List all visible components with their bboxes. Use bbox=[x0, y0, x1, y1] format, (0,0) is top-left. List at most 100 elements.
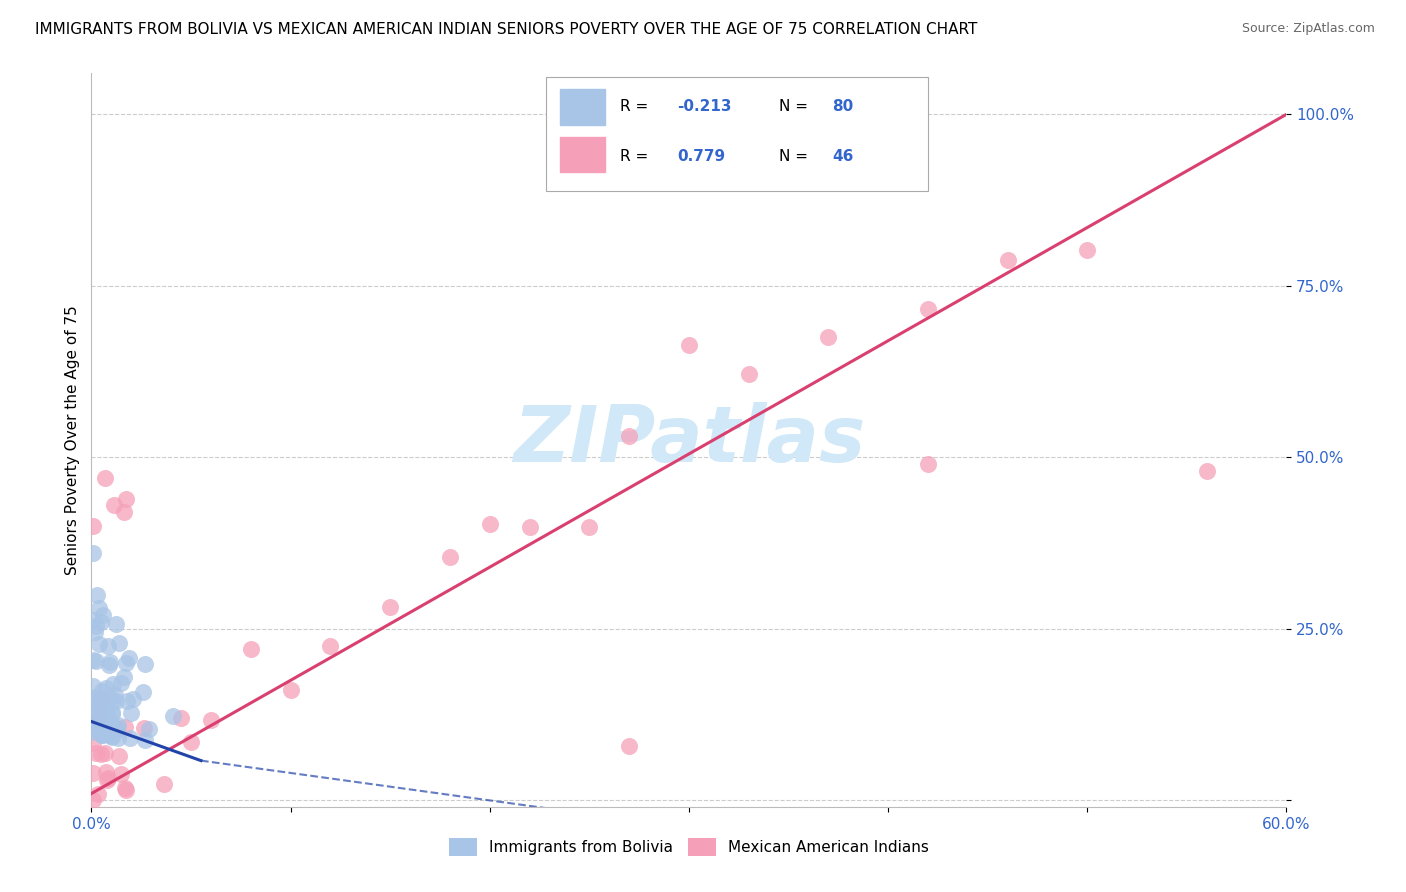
Point bbox=[118, 731, 141, 746]
Point bbox=[83, 724, 105, 739]
Point bbox=[82, 694, 104, 708]
Text: R =: R = bbox=[620, 149, 652, 163]
Point bbox=[112, 505, 135, 519]
Point bbox=[239, 641, 262, 656]
Point bbox=[93, 706, 115, 720]
Point bbox=[86, 588, 108, 602]
Point bbox=[105, 694, 128, 708]
Point bbox=[89, 601, 111, 615]
Point bbox=[84, 619, 107, 633]
Point bbox=[101, 706, 124, 721]
Point bbox=[153, 777, 176, 791]
Point bbox=[917, 457, 939, 471]
Point bbox=[132, 721, 155, 735]
Point bbox=[105, 723, 128, 737]
Point bbox=[378, 599, 402, 614]
Point bbox=[678, 337, 700, 351]
Point bbox=[90, 716, 112, 731]
Point bbox=[478, 516, 501, 531]
Point bbox=[619, 429, 641, 443]
Point bbox=[105, 721, 128, 735]
Point bbox=[619, 739, 641, 753]
Text: -0.213: -0.213 bbox=[678, 99, 731, 113]
Point bbox=[87, 637, 110, 651]
Point bbox=[84, 711, 107, 725]
Point bbox=[93, 471, 115, 485]
Point bbox=[112, 670, 135, 684]
Point bbox=[91, 607, 114, 622]
Point bbox=[107, 748, 129, 763]
Point bbox=[84, 624, 107, 639]
Point bbox=[110, 767, 132, 781]
Point bbox=[110, 676, 132, 690]
Point bbox=[96, 773, 118, 788]
Point bbox=[90, 615, 112, 629]
Point bbox=[578, 520, 600, 534]
Point bbox=[91, 728, 114, 742]
Point bbox=[170, 711, 193, 725]
Point bbox=[82, 613, 104, 627]
Point bbox=[82, 679, 104, 693]
Point bbox=[97, 771, 120, 785]
Point bbox=[84, 690, 107, 705]
Point bbox=[100, 728, 122, 742]
Point bbox=[103, 692, 125, 706]
Point bbox=[90, 747, 112, 761]
Point bbox=[82, 519, 104, 533]
Text: R =: R = bbox=[620, 99, 652, 113]
Point bbox=[86, 691, 108, 706]
Point bbox=[97, 714, 120, 728]
Point bbox=[82, 766, 104, 780]
Point bbox=[94, 712, 117, 726]
Point bbox=[115, 491, 138, 506]
Point bbox=[83, 693, 105, 707]
Point bbox=[118, 650, 141, 665]
Point bbox=[997, 252, 1019, 267]
Point bbox=[82, 793, 104, 807]
Bar bbox=[560, 89, 605, 125]
Point bbox=[96, 681, 118, 695]
Point bbox=[104, 688, 127, 702]
Point bbox=[90, 691, 112, 706]
Point bbox=[91, 728, 114, 742]
Point bbox=[86, 746, 108, 760]
Text: ZIPatlas: ZIPatlas bbox=[513, 402, 865, 478]
Point bbox=[737, 367, 759, 381]
Point bbox=[114, 720, 136, 734]
Point bbox=[162, 708, 184, 723]
Point bbox=[122, 691, 145, 706]
Point bbox=[94, 746, 117, 760]
Point bbox=[519, 520, 541, 534]
Point bbox=[98, 655, 121, 669]
Point bbox=[84, 654, 107, 668]
Point bbox=[817, 330, 839, 344]
Point bbox=[87, 714, 110, 728]
Point bbox=[87, 707, 110, 722]
Point bbox=[94, 704, 117, 718]
Point bbox=[86, 723, 108, 738]
Point bbox=[82, 653, 104, 667]
Point bbox=[94, 696, 117, 710]
Point bbox=[82, 703, 104, 717]
Point bbox=[100, 729, 122, 743]
Point bbox=[103, 677, 125, 691]
Point bbox=[91, 701, 114, 715]
Point bbox=[83, 718, 105, 732]
Point bbox=[132, 685, 155, 699]
Point bbox=[1076, 243, 1098, 257]
Point bbox=[91, 726, 114, 740]
Point bbox=[91, 720, 114, 734]
Point bbox=[1195, 464, 1218, 478]
Point bbox=[115, 656, 138, 670]
Point bbox=[82, 546, 104, 560]
Point bbox=[96, 710, 118, 724]
Text: 46: 46 bbox=[832, 149, 853, 163]
Point bbox=[107, 718, 129, 732]
Point bbox=[97, 716, 120, 731]
Y-axis label: Seniors Poverty Over the Age of 75: Seniors Poverty Over the Age of 75 bbox=[65, 305, 80, 575]
Point bbox=[90, 692, 112, 706]
Point bbox=[97, 723, 120, 737]
Text: IMMIGRANTS FROM BOLIVIA VS MEXICAN AMERICAN INDIAN SENIORS POVERTY OVER THE AGE : IMMIGRANTS FROM BOLIVIA VS MEXICAN AMERI… bbox=[35, 22, 977, 37]
Bar bbox=[560, 137, 605, 172]
Point bbox=[82, 698, 104, 713]
